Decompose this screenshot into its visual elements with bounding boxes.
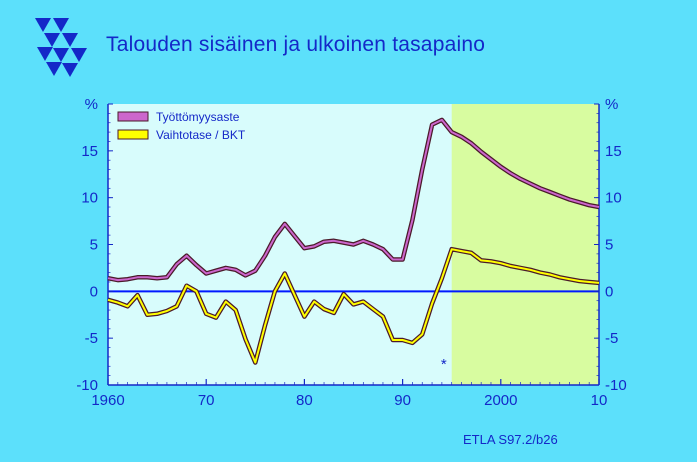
y-tick-label-right: 5 — [605, 237, 613, 254]
legend: Työttömyysaste Vaihtotase / BKT — [117, 110, 246, 142]
y-tick-label-right: -5 — [605, 330, 618, 347]
y-tick-label-left: -5 — [85, 330, 98, 347]
y-tick-label-left: % — [85, 96, 98, 113]
series-line-1 — [107, 248, 600, 364]
page-title: Talouden sisäinen ja ulkoinen tasapaino — [106, 33, 486, 56]
forecast-marker: * — [441, 356, 447, 373]
etla-logo — [35, 18, 87, 77]
y-tick-label-left: -10 — [76, 377, 98, 394]
y-ticks-left: -10 -5 0 5 10 15% — [76, 96, 113, 394]
y-tick-label-left: 15 — [81, 143, 98, 160]
y-ticks-right: -10 -5 0 5 10 15% — [594, 96, 627, 394]
legend-swatch — [117, 129, 149, 140]
series-line-0 — [107, 118, 600, 282]
x-tick-label: 70 — [198, 392, 215, 409]
y-tick-label-right: 15 — [605, 143, 622, 160]
y-tick-label-right: 0 — [605, 283, 613, 300]
x-tick-label: 2000 — [484, 392, 517, 409]
legend-label: Työttömyysaste — [156, 110, 240, 124]
x-tick-label: 80 — [296, 392, 313, 409]
y-tick-label-left: 0 — [90, 283, 98, 300]
source-label: ETLA S97.2/b26 — [463, 432, 558, 447]
y-tick-label-left: 10 — [81, 190, 98, 207]
y-tick-label-left: 5 — [90, 237, 98, 254]
y-tick-label-right: % — [605, 96, 618, 113]
x-ticks: 1960 70 80 90 2000 10 — [91, 379, 607, 409]
x-tick-label: 10 — [591, 392, 608, 409]
x-tick-label: 1960 — [91, 392, 124, 409]
legend-swatch — [117, 111, 149, 122]
legend-label: Vaihtotase / BKT — [156, 128, 246, 142]
x-tick-label: 90 — [394, 392, 411, 409]
y-tick-label-right: 10 — [605, 190, 622, 207]
series-lines — [107, 117, 600, 365]
forecast-area — [451, 104, 599, 385]
y-tick-label-right: -10 — [605, 377, 627, 394]
